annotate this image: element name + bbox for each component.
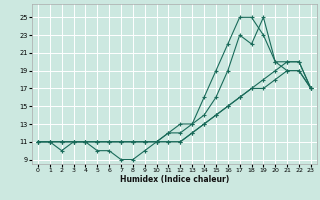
X-axis label: Humidex (Indice chaleur): Humidex (Indice chaleur) (120, 175, 229, 184)
